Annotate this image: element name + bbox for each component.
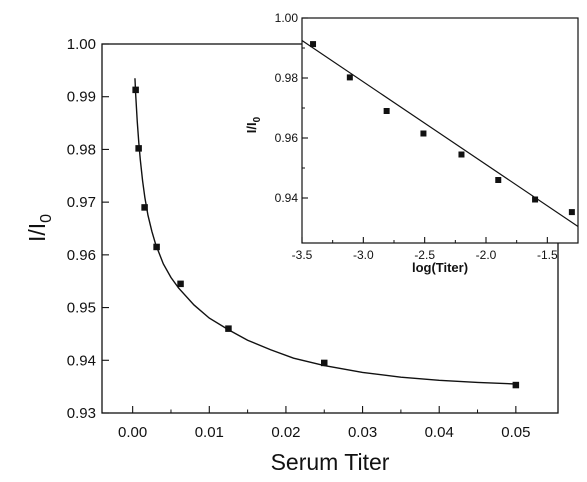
main-data-point xyxy=(321,359,328,367)
main-data-point xyxy=(141,204,148,211)
inset-data-point xyxy=(346,74,353,81)
main-x-tick-label: 0.00 xyxy=(118,424,147,441)
main-y-tick-label: 0.95 xyxy=(67,300,96,317)
inset-data-point xyxy=(420,130,427,137)
main-y-axis-ticks: 0.93 0.94 0.95 0.96 0.97 0.98 0.99 1.00 xyxy=(67,36,109,422)
main-data-point xyxy=(135,145,142,152)
inset-y-axis-label: I/I0 xyxy=(244,116,263,133)
main-data-point xyxy=(177,280,184,288)
main-y-tick-label: 1.00 xyxy=(67,36,96,53)
inset-y-tick-label: 0.94 xyxy=(275,191,299,205)
main-data-point xyxy=(153,243,160,251)
main-plot: 0.00 0.01 0.02 0.03 0.04 0.05 0.930.940.950.9… xyxy=(24,36,559,475)
inset-plot: -3.5 -3.0 -2.5 -2.0 -1.5 0.94 0.96 0.98 1.00 lo… xyxy=(244,11,579,275)
inset-y-tick-label: 1.00 xyxy=(275,11,299,25)
inset-x-tick-label: -2.0 xyxy=(476,248,497,262)
inset-x-tick-label: -1.5 xyxy=(537,248,558,262)
inset-fit-line xyxy=(301,40,579,227)
inset-data-point xyxy=(458,151,465,158)
inset-data-point xyxy=(383,108,390,114)
inset-x-axis-ticks: -3.5 -3.0 -2.5 -2.0 -1.5 xyxy=(292,237,558,262)
inset-plot-background xyxy=(302,18,578,243)
main-x-tick-label: 0.03 xyxy=(348,424,377,441)
inset-y-tick-label: 0.96 xyxy=(275,131,299,145)
main-y-tick-label: 0.93 xyxy=(67,405,96,422)
inset-data-point xyxy=(495,177,502,183)
main-y-axis-label: I/I0 xyxy=(24,214,55,242)
inset-y-axis-ticks: 0.94 0.96 0.98 1.00 xyxy=(275,11,308,205)
inset-plot-frame xyxy=(301,17,579,244)
main-y-axis-label-subscript: 0 xyxy=(38,214,55,223)
inset-x-tick-label: -3.5 xyxy=(292,248,313,262)
main-y-tick-label: 0.94 xyxy=(67,352,96,369)
inset-data-point xyxy=(568,209,575,216)
main-x-axis-label: Serum Titer xyxy=(271,449,390,475)
main-y-tick-label: 0.97 xyxy=(67,194,96,211)
main-x-tick-label: 0.04 xyxy=(425,424,454,441)
main-y-tick-label: 0.98 xyxy=(67,141,96,158)
inset-data-point xyxy=(310,41,317,48)
inset-data-point xyxy=(532,196,539,203)
inset-x-tick-label: -3.0 xyxy=(353,248,374,262)
inset-data-points xyxy=(310,41,575,216)
inset-x-tick-label: -2.5 xyxy=(414,248,435,262)
main-data-point xyxy=(512,381,520,389)
main-x-tick-label: 0.05 xyxy=(501,424,530,441)
inset-y-tick-label: 0.98 xyxy=(275,71,299,85)
main-x-tick-label: 0.01 xyxy=(195,424,224,441)
inset-x-axis-label: log(Titer) xyxy=(412,260,468,275)
main-data-point xyxy=(225,325,232,332)
main-data-points xyxy=(132,86,520,389)
main-fit-curve xyxy=(134,78,516,385)
main-x-axis-ticks: 0.00 0.01 0.02 0.03 0.04 0.05 xyxy=(118,406,530,441)
main-y-tick-label: 0.96 xyxy=(67,247,96,264)
main-x-tick-label: 0.02 xyxy=(271,424,300,441)
main-data-point xyxy=(132,86,139,94)
main-y-tick-label: 0.99 xyxy=(67,89,96,106)
inset-y-axis-label-subscript: 0 xyxy=(252,116,263,122)
